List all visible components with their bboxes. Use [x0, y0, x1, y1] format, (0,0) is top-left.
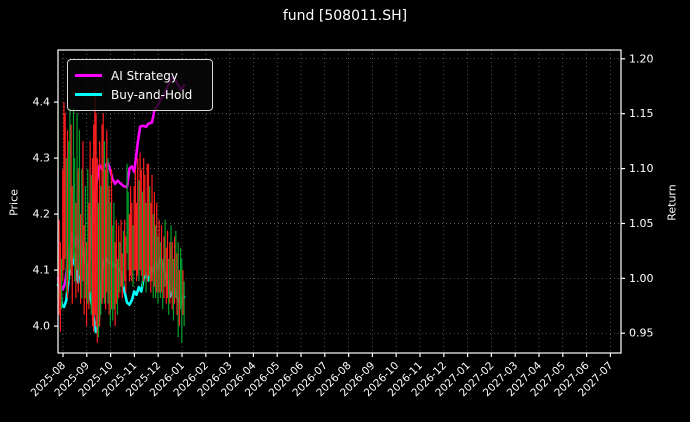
legend-item-ai-strategy: AI Strategy	[75, 66, 204, 85]
right-tick-label-0: 0.95	[629, 327, 654, 340]
right-axis-label: Return	[665, 184, 679, 221]
legend-label-ai-strategy: AI Strategy	[111, 68, 178, 83]
left-tick-label-1: 4.1	[33, 264, 51, 277]
right-tick-label-3: 1.10	[629, 162, 654, 175]
legend-item-buy-and-hold: Buy-and-Hold	[75, 85, 204, 104]
right-tick-label-2: 1.05	[629, 217, 654, 230]
left-tick-label-0: 4.0	[33, 320, 51, 333]
legend-label-buy-and-hold: Buy-and-Hold	[111, 87, 193, 102]
right-tick-label-4: 1.15	[629, 107, 654, 120]
left-tick-label-3: 4.3	[33, 152, 51, 165]
legend: AI Strategy Buy-and-Hold	[67, 59, 213, 111]
right-tick-label-5: 1.20	[629, 52, 654, 65]
buy-and-hold-line-swatch	[75, 93, 102, 96]
ai-strategy-line-swatch	[75, 74, 102, 77]
right-tick-label-1: 1.00	[629, 272, 654, 285]
left-tick-label-4: 4.4	[33, 96, 51, 109]
plot-frame	[57, 49, 622, 354]
left-axis-label: Price	[7, 189, 21, 216]
left-tick-label-2: 4.2	[33, 208, 51, 221]
chart-title: fund [508011.SH]	[282, 8, 408, 24]
